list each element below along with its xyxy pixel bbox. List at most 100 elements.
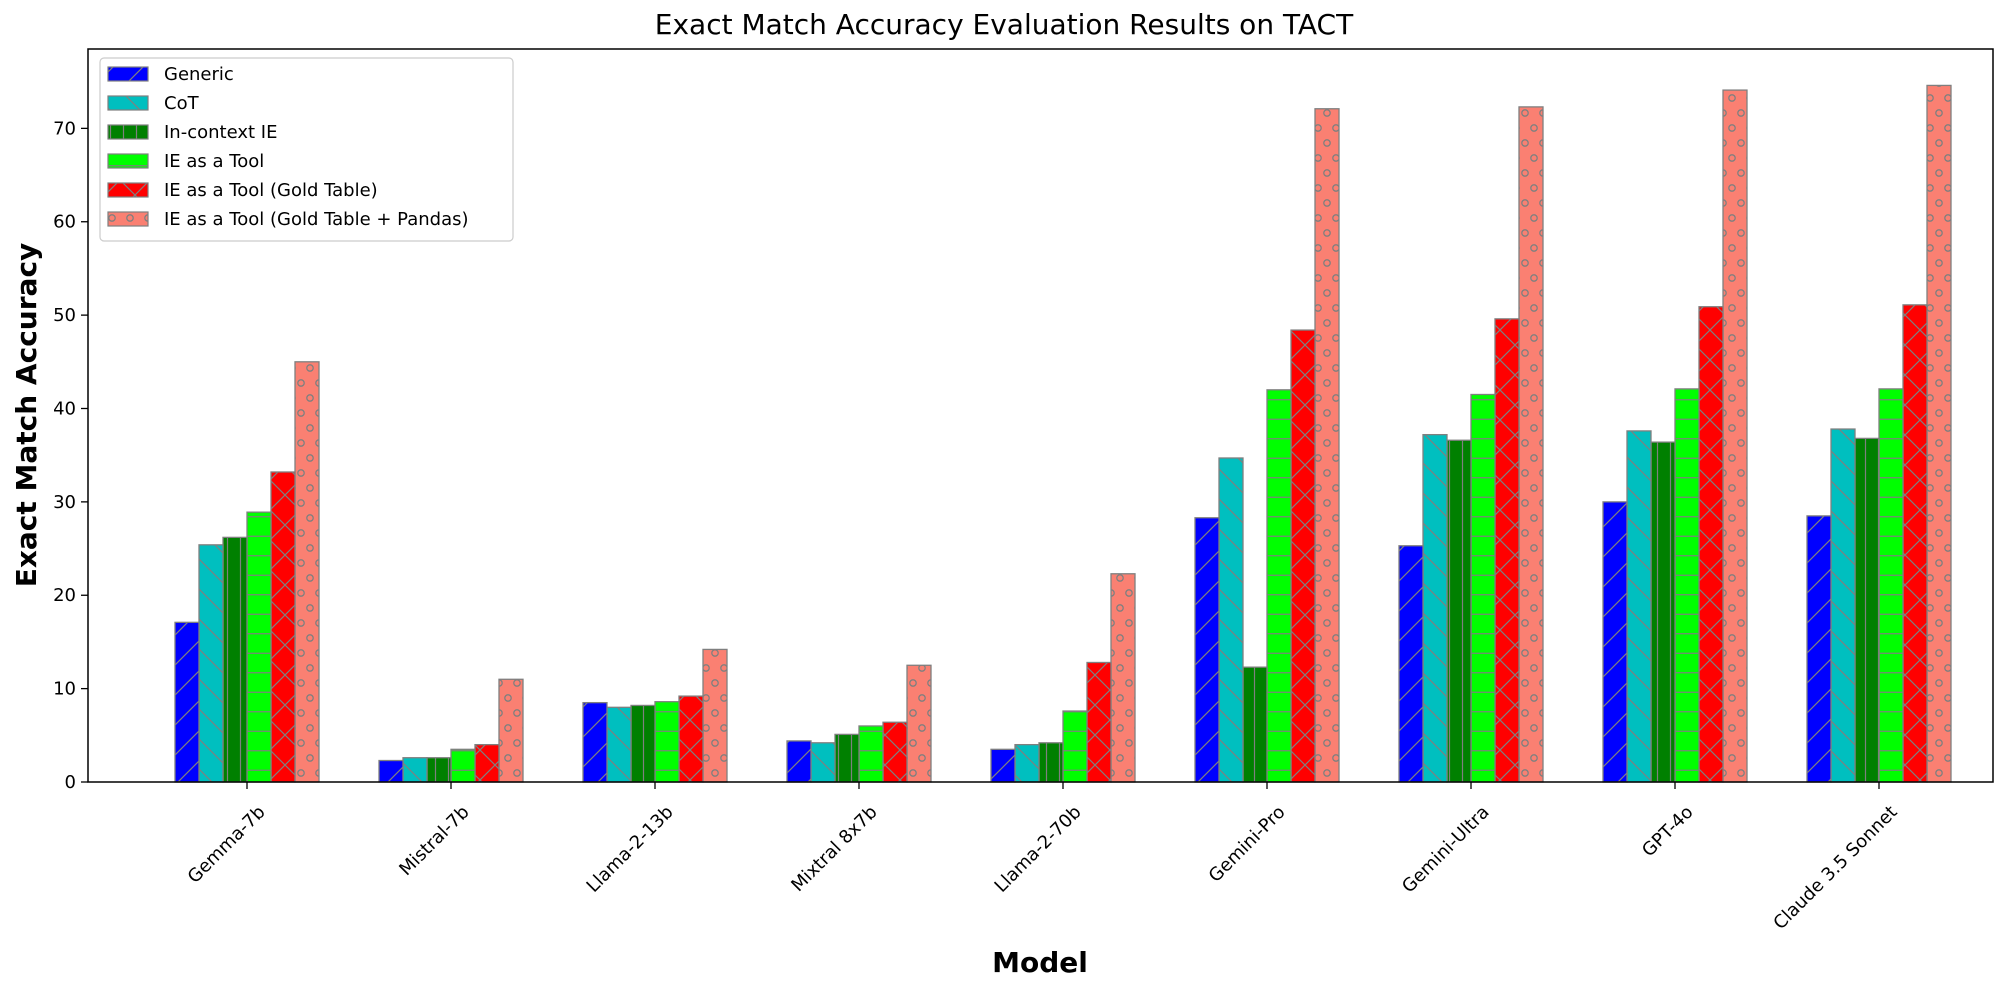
legend-label: IE as a Tool (Gold Table + Pandas) xyxy=(164,209,469,230)
legend-label: Generic xyxy=(164,64,234,85)
bar-ie-as-a-tool-gold-table-mistral-7b xyxy=(474,743,500,783)
bar-hatch xyxy=(990,748,1016,783)
bar-ie-as-a-tool-claude-3-5-sonnet xyxy=(1878,388,1904,783)
bar-hatch xyxy=(1902,304,1928,783)
bar-hatch xyxy=(246,511,272,783)
bar-hatch xyxy=(474,743,500,783)
bar-hatch xyxy=(1722,89,1748,783)
bar-ie-as-a-tool-gold-table-gemma-7b xyxy=(270,471,296,783)
legend-swatch-hatch xyxy=(107,124,149,140)
bar-ie-as-a-tool-gemini-pro xyxy=(1266,389,1292,783)
x-tick-label: Mixtral 8x7b xyxy=(787,802,881,896)
bar-ie-as-a-tool-gold-table-pandas-gpt-4o xyxy=(1722,89,1748,783)
bar-hatch xyxy=(1242,666,1268,783)
bar-hatch xyxy=(402,757,428,783)
bar-cot-gemma-7b xyxy=(198,544,224,783)
bar-hatch xyxy=(1674,388,1700,783)
bar-ie-as-a-tool-gold-table-pandas-llama-2-13b xyxy=(702,648,728,783)
legend-item-cot: CoT xyxy=(107,93,200,114)
x-tick-label: Mistral-7b xyxy=(395,802,473,880)
bar-ie-as-a-tool-gold-table-pandas-gemini-ultra xyxy=(1518,106,1544,783)
bar-hatch xyxy=(1698,306,1724,783)
bar-ie-as-a-tool-gold-table-pandas-llama-2-70b xyxy=(1110,573,1136,783)
bar-hatch xyxy=(378,759,404,783)
y-tick-label: 50 xyxy=(53,305,76,326)
bar-cot-claude-3-5-sonnet xyxy=(1830,428,1856,783)
bar-cot-mixtral-8x7b xyxy=(810,742,836,783)
bar-hatch xyxy=(1014,743,1040,783)
x-tick-label: Gemma-7b xyxy=(184,802,270,888)
bar-in-context-ie-mixtral-8x7b xyxy=(834,733,860,783)
bar-in-context-ie-gpt-4o xyxy=(1650,441,1676,783)
bar-in-context-ie-llama-2-70b xyxy=(1038,742,1064,783)
bar-ie-as-a-tool-gold-table-pandas-gemini-pro xyxy=(1314,108,1340,783)
bar-generic-gemini-pro xyxy=(1194,517,1220,783)
bar-in-context-ie-mistral-7b xyxy=(426,757,452,783)
bar-hatch xyxy=(1518,106,1544,783)
x-tick-label: Claude 3.5 Sonnet xyxy=(1769,802,1901,934)
bar-hatch xyxy=(1422,433,1448,783)
bar-hatch xyxy=(1062,710,1088,783)
legend-item-ie-as-a-tool-gold-table: IE as a Tool (Gold Table) xyxy=(107,180,378,201)
bar-hatch xyxy=(882,721,908,783)
bar-hatch xyxy=(1194,517,1220,783)
bar-hatch xyxy=(1038,742,1064,783)
bar-ie-as-a-tool-gold-table-pandas-mixtral-8x7b xyxy=(906,664,932,783)
y-tick-label: 30 xyxy=(53,492,76,513)
legend: Generic CoT In-context IE IE as a Tool IE as… xyxy=(99,57,514,242)
bar-hatch xyxy=(630,704,656,783)
bar-ie-as-a-tool-gold-table-gemini-pro xyxy=(1290,329,1316,783)
bar-cot-gemini-ultra xyxy=(1422,433,1448,783)
legend-item-generic: Generic xyxy=(107,64,234,85)
bar-hatch xyxy=(1854,437,1880,783)
bar-hatch xyxy=(786,740,812,783)
bar-hatch xyxy=(1086,661,1112,783)
bar-cot-llama-2-70b xyxy=(1014,743,1040,783)
bar-in-context-ie-llama-2-13b xyxy=(630,704,656,783)
bar-generic-llama-2-70b xyxy=(990,748,1016,783)
bar-ie-as-a-tool-gold-table-gpt-4o xyxy=(1698,306,1724,783)
y-tick-label: 40 xyxy=(53,398,76,419)
bar-generic-gemini-ultra xyxy=(1398,545,1424,783)
x-axis-label: Model xyxy=(992,946,1088,979)
bar-hatch xyxy=(1650,441,1676,783)
legend-label: In-context IE xyxy=(164,122,277,143)
bar-ie-as-a-tool-gold-table-gemini-ultra xyxy=(1494,318,1520,783)
bar-hatch xyxy=(810,742,836,783)
legend-box xyxy=(99,57,514,242)
bar-ie-as-a-tool-gold-table-pandas-mistral-7b xyxy=(498,678,524,783)
bar-ie-as-a-tool-mixtral-8x7b xyxy=(858,725,884,783)
bar-ie-as-a-tool-mistral-7b xyxy=(450,748,476,783)
bar-hatch xyxy=(654,701,680,783)
bar-hatch xyxy=(1806,515,1832,783)
bar-hatch xyxy=(450,748,476,783)
bar-cot-gemini-pro xyxy=(1218,457,1244,783)
bar-in-context-ie-gemini-pro xyxy=(1242,666,1268,783)
y-tick-label: 70 xyxy=(53,118,76,139)
legend-item-ie-as-a-tool-gold-table-pandas: IE as a Tool (Gold Table + Pandas) xyxy=(107,209,469,230)
bar-hatch xyxy=(1218,457,1244,783)
y-tick-label: 20 xyxy=(53,585,76,606)
bar-hatch xyxy=(1446,439,1472,783)
bar-ie-as-a-tool-gold-table-claude-3-5-sonnet xyxy=(1902,304,1928,783)
x-tick-label: Llama-2-13b xyxy=(583,802,678,897)
bar-in-context-ie-claude-3-5-sonnet xyxy=(1854,437,1880,783)
legend-label: CoT xyxy=(164,93,200,114)
bar-ie-as-a-tool-gold-table-llama-2-70b xyxy=(1086,661,1112,783)
x-tick-label: Llama-2-70b xyxy=(991,802,1086,897)
bar-cot-gpt-4o xyxy=(1626,430,1652,783)
bar-hatch xyxy=(678,695,704,783)
bar-ie-as-a-tool-gold-table-mixtral-8x7b xyxy=(882,721,908,783)
bar-ie-as-a-tool-gemini-ultra xyxy=(1470,393,1496,783)
legend-swatch-hatch xyxy=(107,211,149,227)
bar-hatch xyxy=(174,621,200,783)
bar-hatch xyxy=(702,648,728,783)
bar-hatch xyxy=(498,678,524,783)
y-tick-label: 0 xyxy=(65,772,76,793)
bar-cot-mistral-7b xyxy=(402,757,428,783)
bar-hatch xyxy=(1470,393,1496,783)
bar-cot-llama-2-13b xyxy=(606,706,632,783)
bar-ie-as-a-tool-llama-2-70b xyxy=(1062,710,1088,783)
legend-swatch-hatch xyxy=(107,182,149,198)
